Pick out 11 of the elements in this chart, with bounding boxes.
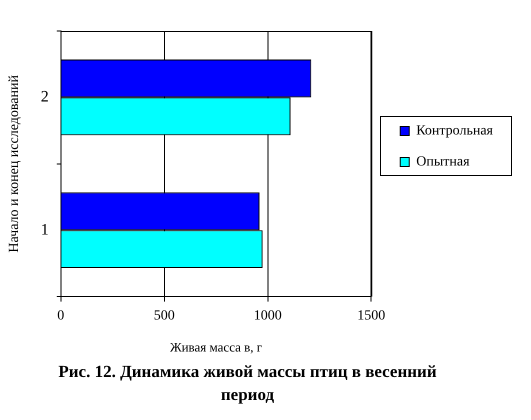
legend-label: Опытная xyxy=(416,154,470,170)
legend-label: Контрольная xyxy=(416,124,494,139)
text: Рис. 12. Динамика живой массы птиц в весенний период xyxy=(57,361,438,406)
x-tick-label: 1000 xyxy=(254,308,282,324)
y-tick-label: 2 xyxy=(40,88,49,106)
x-tick-label: 1500 xyxy=(357,308,386,324)
x-tick-label: 500 xyxy=(154,308,175,324)
y-tick-label: 1 xyxy=(40,221,49,238)
x-tick-label: 0 xyxy=(57,308,64,324)
x-axis-title: Живая масса в, г xyxy=(170,340,262,355)
y-axis-title: Начало и конец исследований xyxy=(7,74,22,253)
